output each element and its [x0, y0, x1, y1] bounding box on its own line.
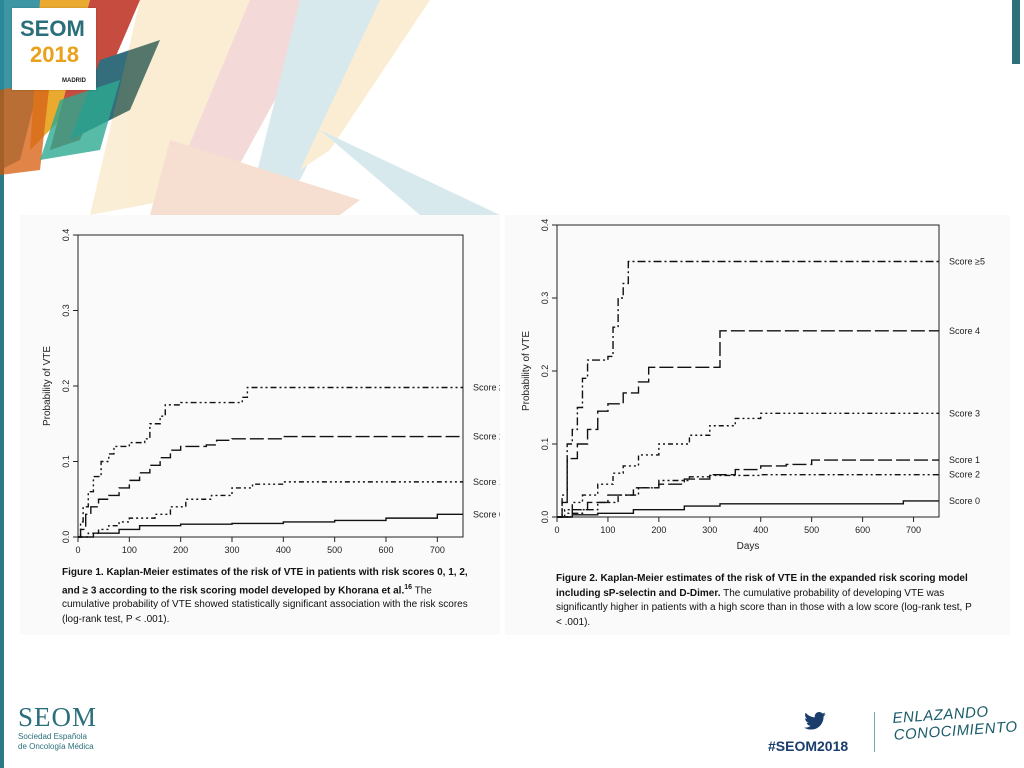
figure-2-caption-text: The cumulative probability of developing…: [556, 587, 972, 628]
x-tick-label: 300: [702, 525, 717, 535]
y-tick-label: 0.1: [61, 455, 71, 468]
header-decoration: [0, 0, 500, 215]
twitter-icon: [804, 712, 826, 730]
series-label-3: Score 0: [473, 509, 500, 519]
series-label-3: Score 1: [949, 455, 980, 465]
x-tick-label: 100: [122, 545, 137, 555]
right-accent-bar: [1012, 0, 1020, 64]
x-tick-label: 0: [554, 525, 559, 535]
x-tick-label: 400: [276, 545, 291, 555]
y-tick-label: 0.0: [540, 511, 550, 524]
x-axis-label: Days: [737, 541, 760, 552]
y-tick-label: 0.4: [540, 219, 550, 232]
y-axis-label: Probability of VTE: [42, 346, 53, 426]
series-label-2: Score 3: [949, 408, 980, 418]
x-tick-label: 200: [651, 525, 666, 535]
x-tick-label: 100: [600, 525, 615, 535]
series-line-1: [78, 435, 463, 538]
tagline: ENLAZANDO CONOCIMIENTO: [892, 701, 1018, 744]
logo-text: SEOM: [20, 16, 85, 41]
footer-sub-line-2: de Oncología Médica: [18, 742, 94, 751]
x-tick-label: 400: [753, 525, 768, 535]
x-tick-label: 700: [430, 545, 445, 555]
x-tick-label: 300: [224, 545, 239, 555]
left-accent-bar: [0, 0, 4, 768]
y-axis-label: Probability of VTE: [521, 331, 532, 411]
figure-2-caption: Figure 2. Kaplan-Meier estimates of the …: [556, 572, 976, 630]
series-label-2: Score 1: [473, 477, 500, 487]
footer-sub-line-1: Sociedad Española: [18, 732, 87, 741]
series-line-2: [557, 412, 939, 518]
series-line-3: [557, 459, 939, 518]
series-label-0: Score ≥3: [473, 383, 500, 393]
series-line-2: [78, 481, 463, 538]
figure-2-caption-title: Figure 2. Kaplan-Meier estimates of the …: [556, 573, 968, 599]
footer-seom-subtitle: Sociedad Española de Oncología Médica: [18, 732, 94, 752]
series-line-4: [557, 473, 939, 518]
series-label-4: Score 2: [949, 470, 980, 480]
figure-1-caption: Figure 1. Kaplan-Meier estimates of the …: [62, 566, 482, 627]
series-line-5: [557, 500, 939, 518]
x-tick-label: 0: [75, 545, 80, 555]
x-tick-label: 500: [804, 525, 819, 535]
plot-frame: [77, 234, 464, 538]
y-tick-label: 0.2: [61, 380, 71, 393]
y-tick-label: 0.4: [61, 229, 71, 242]
series-label-1: Score 2: [473, 432, 500, 442]
y-tick-label: 0.1: [540, 438, 550, 451]
series-line-3: [78, 513, 463, 538]
footer-seom-logo: SEOM: [18, 702, 98, 732]
x-tick-label: 600: [855, 525, 870, 535]
figure-1-panel: [20, 215, 500, 635]
logo-city: MADRID: [62, 78, 86, 84]
footer-divider: [874, 712, 875, 752]
y-tick-label: 0.3: [540, 292, 550, 305]
figure-1-chart: 0 100 200 300 400 500 600 700 0.0 0.1 0.2 0.3 0.4 Pro…: [42, 229, 500, 555]
figure-2-panel: [505, 215, 1010, 635]
x-tick-label: 500: [327, 545, 342, 555]
x-tick-label: 700: [906, 525, 921, 535]
figure-1-caption-title: Figure 1. Kaplan-Meier estimates of the …: [62, 567, 468, 596]
logo-year: 2018: [30, 42, 79, 67]
x-tick-label: 600: [378, 545, 393, 555]
figure-1-caption-text: The cumulative probability of VTE showed…: [62, 584, 468, 625]
y-tick-label: 0.3: [61, 304, 71, 317]
figure-1-caption-ref: 16: [404, 583, 413, 591]
x-tick-label: 200: [173, 545, 188, 555]
y-tick-label: 0.2: [540, 365, 550, 378]
y-tick-label: 0.0: [61, 531, 71, 544]
seom-2018-logo: SEOM 2018 MADRID: [12, 8, 96, 90]
series-label-0: Score ≥5: [949, 257, 985, 267]
hashtag: #SEOM2018: [768, 738, 849, 754]
figure-2-chart: 0 100 200 300 400 500 600 700 0.0 0.1 0.2 0.3 0.4 Pro…: [521, 219, 985, 552]
series-label-1: Score 4: [949, 326, 980, 336]
series-line-1: [557, 330, 939, 518]
series-line-0: [78, 386, 463, 538]
series-label-5: Score 0: [949, 496, 980, 506]
series-line-0: [557, 260, 939, 518]
